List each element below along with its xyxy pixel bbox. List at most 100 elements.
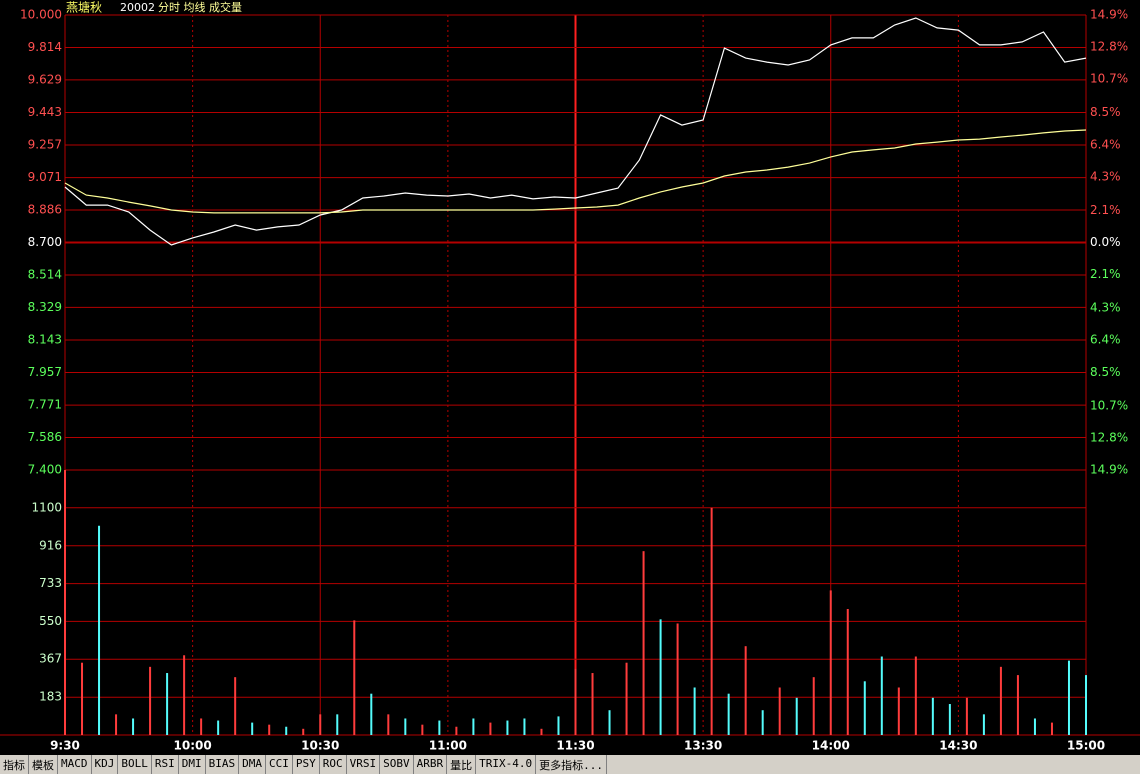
background: [0, 0, 1140, 755]
y2-tick-label: 8.5%: [1090, 105, 1121, 119]
tab[interactable]: 模板: [29, 755, 58, 774]
x-tick-label: 14:00: [812, 739, 850, 753]
volume-bar: [472, 718, 475, 735]
price-line: [64, 17, 1087, 246]
y-tick-label: 9.071: [28, 170, 62, 184]
tab[interactable]: 量比: [447, 755, 477, 774]
volume-bar: [795, 697, 798, 735]
tab[interactable]: ROC: [320, 755, 347, 774]
y2-tick-label: 0.0%: [1090, 235, 1121, 249]
volume-bar: [914, 656, 917, 735]
volume-bar: [336, 714, 339, 735]
y-tick-label: 8.514: [28, 268, 62, 282]
tab[interactable]: TRIX-4.0: [476, 755, 537, 774]
volume-bar: [404, 718, 407, 735]
tab[interactable]: 更多指标...: [536, 755, 607, 774]
x-tick-label: 11:30: [556, 739, 594, 753]
y-tick-label: 7.771: [28, 398, 62, 412]
y-tick-label: 7.400: [28, 463, 62, 477]
volume-bar: [115, 714, 118, 735]
tab[interactable]: VRSI: [347, 755, 381, 774]
x-tick-label: 11:00: [429, 739, 467, 753]
tab[interactable]: BOLL: [118, 755, 152, 774]
volume-bar: [557, 716, 560, 735]
volume-bar: [1067, 660, 1070, 735]
x-tick-label: 13:30: [684, 739, 722, 753]
y2-tick-label: 12.8%: [1090, 430, 1128, 444]
y2-tick-label: 14.9%: [1090, 8, 1128, 22]
volume-bar: [353, 620, 356, 735]
volume-bar: [812, 677, 815, 735]
volume-bar: [370, 693, 373, 735]
volume-bar: [523, 718, 526, 735]
volume-bar: [948, 704, 951, 735]
y2-tick-label: 4.3%: [1090, 169, 1121, 183]
volume-bar: [625, 662, 628, 735]
tab[interactable]: 指标: [0, 755, 29, 774]
y2-tick-label: 2.1%: [1090, 267, 1121, 281]
y2-tick-label: 14.9%: [1090, 463, 1128, 477]
stock-name: 燕塘秋: [66, 0, 102, 15]
y2-tick-label: 2.1%: [1090, 203, 1121, 217]
volume-bar: [931, 697, 934, 735]
volume-bar: [506, 720, 509, 735]
volume-bar: [421, 724, 424, 735]
volume-bar: [132, 718, 135, 735]
y-tick-label: 1100: [31, 500, 62, 514]
volume-bar: [387, 714, 390, 735]
y-tick-label: 183: [39, 690, 62, 704]
x-tick-label: 9:30: [50, 739, 80, 753]
volume-bar: [761, 710, 764, 735]
y-tick-label: 8.143: [28, 332, 62, 346]
y2-tick-label: 10.7%: [1090, 72, 1128, 86]
volume-bar: [1033, 718, 1036, 735]
y-tick-label: 8.700: [28, 235, 62, 249]
volume-bar: [693, 687, 696, 735]
volume-bar: [574, 668, 577, 735]
tab[interactable]: PSY: [293, 755, 320, 774]
y-tick-label: 9.257: [28, 138, 62, 152]
y2-tick-label: 8.5%: [1090, 365, 1121, 379]
tab-bar: 指标 模板 MACD KDJ BOLL RSI DMI BIAS DMA CCI PSY ROC VRS…: [0, 755, 1140, 774]
volume-bar: [455, 726, 458, 735]
volume-bar: [438, 720, 441, 735]
volume-bar: [829, 590, 832, 735]
volume-bar: [999, 666, 1002, 735]
y-tick-label: 367: [39, 652, 62, 666]
volume-bar: [744, 646, 747, 735]
tab[interactable]: BIAS: [206, 755, 240, 774]
tab[interactable]: RSI: [152, 755, 179, 774]
y-tick-label: 9.629: [28, 72, 62, 86]
y-tick-label: 9.814: [28, 40, 62, 54]
y2-tick-label: 6.4%: [1090, 137, 1121, 151]
volume-bar: [676, 623, 679, 735]
tab[interactable]: DMA: [239, 755, 266, 774]
volume-bar: [659, 619, 662, 735]
stock-code: 20002: [120, 1, 155, 14]
x-tick-label: 14:30: [939, 739, 977, 753]
volume-bar: [982, 714, 985, 735]
tab[interactable]: DMI: [179, 755, 206, 774]
y2-tick-label: 12.8%: [1090, 40, 1128, 54]
tab[interactable]: ARBR: [414, 755, 448, 774]
volume-bar: [846, 609, 849, 735]
volume-bar: [965, 697, 968, 735]
y-tick-label: 733: [39, 576, 62, 590]
tab[interactable]: SOBV: [380, 755, 414, 774]
tab[interactable]: KDJ: [92, 755, 119, 774]
volume-bar: [149, 666, 152, 735]
x-tick-label: 10:30: [301, 739, 339, 753]
x-tick-label: 10:00: [174, 739, 212, 753]
y-tick-label: 7.957: [28, 365, 62, 379]
tab[interactable]: MACD: [58, 755, 92, 774]
volume-bar: [302, 728, 305, 735]
volume-bar: [251, 722, 254, 735]
volume-bar: [727, 693, 730, 735]
volume-bar: [591, 673, 594, 735]
volume-bar: [863, 681, 866, 735]
volume-bar: [183, 655, 186, 735]
y-tick-label: 7.586: [28, 430, 62, 444]
tab[interactable]: CCI: [266, 755, 293, 774]
volume-bar: [319, 714, 322, 735]
